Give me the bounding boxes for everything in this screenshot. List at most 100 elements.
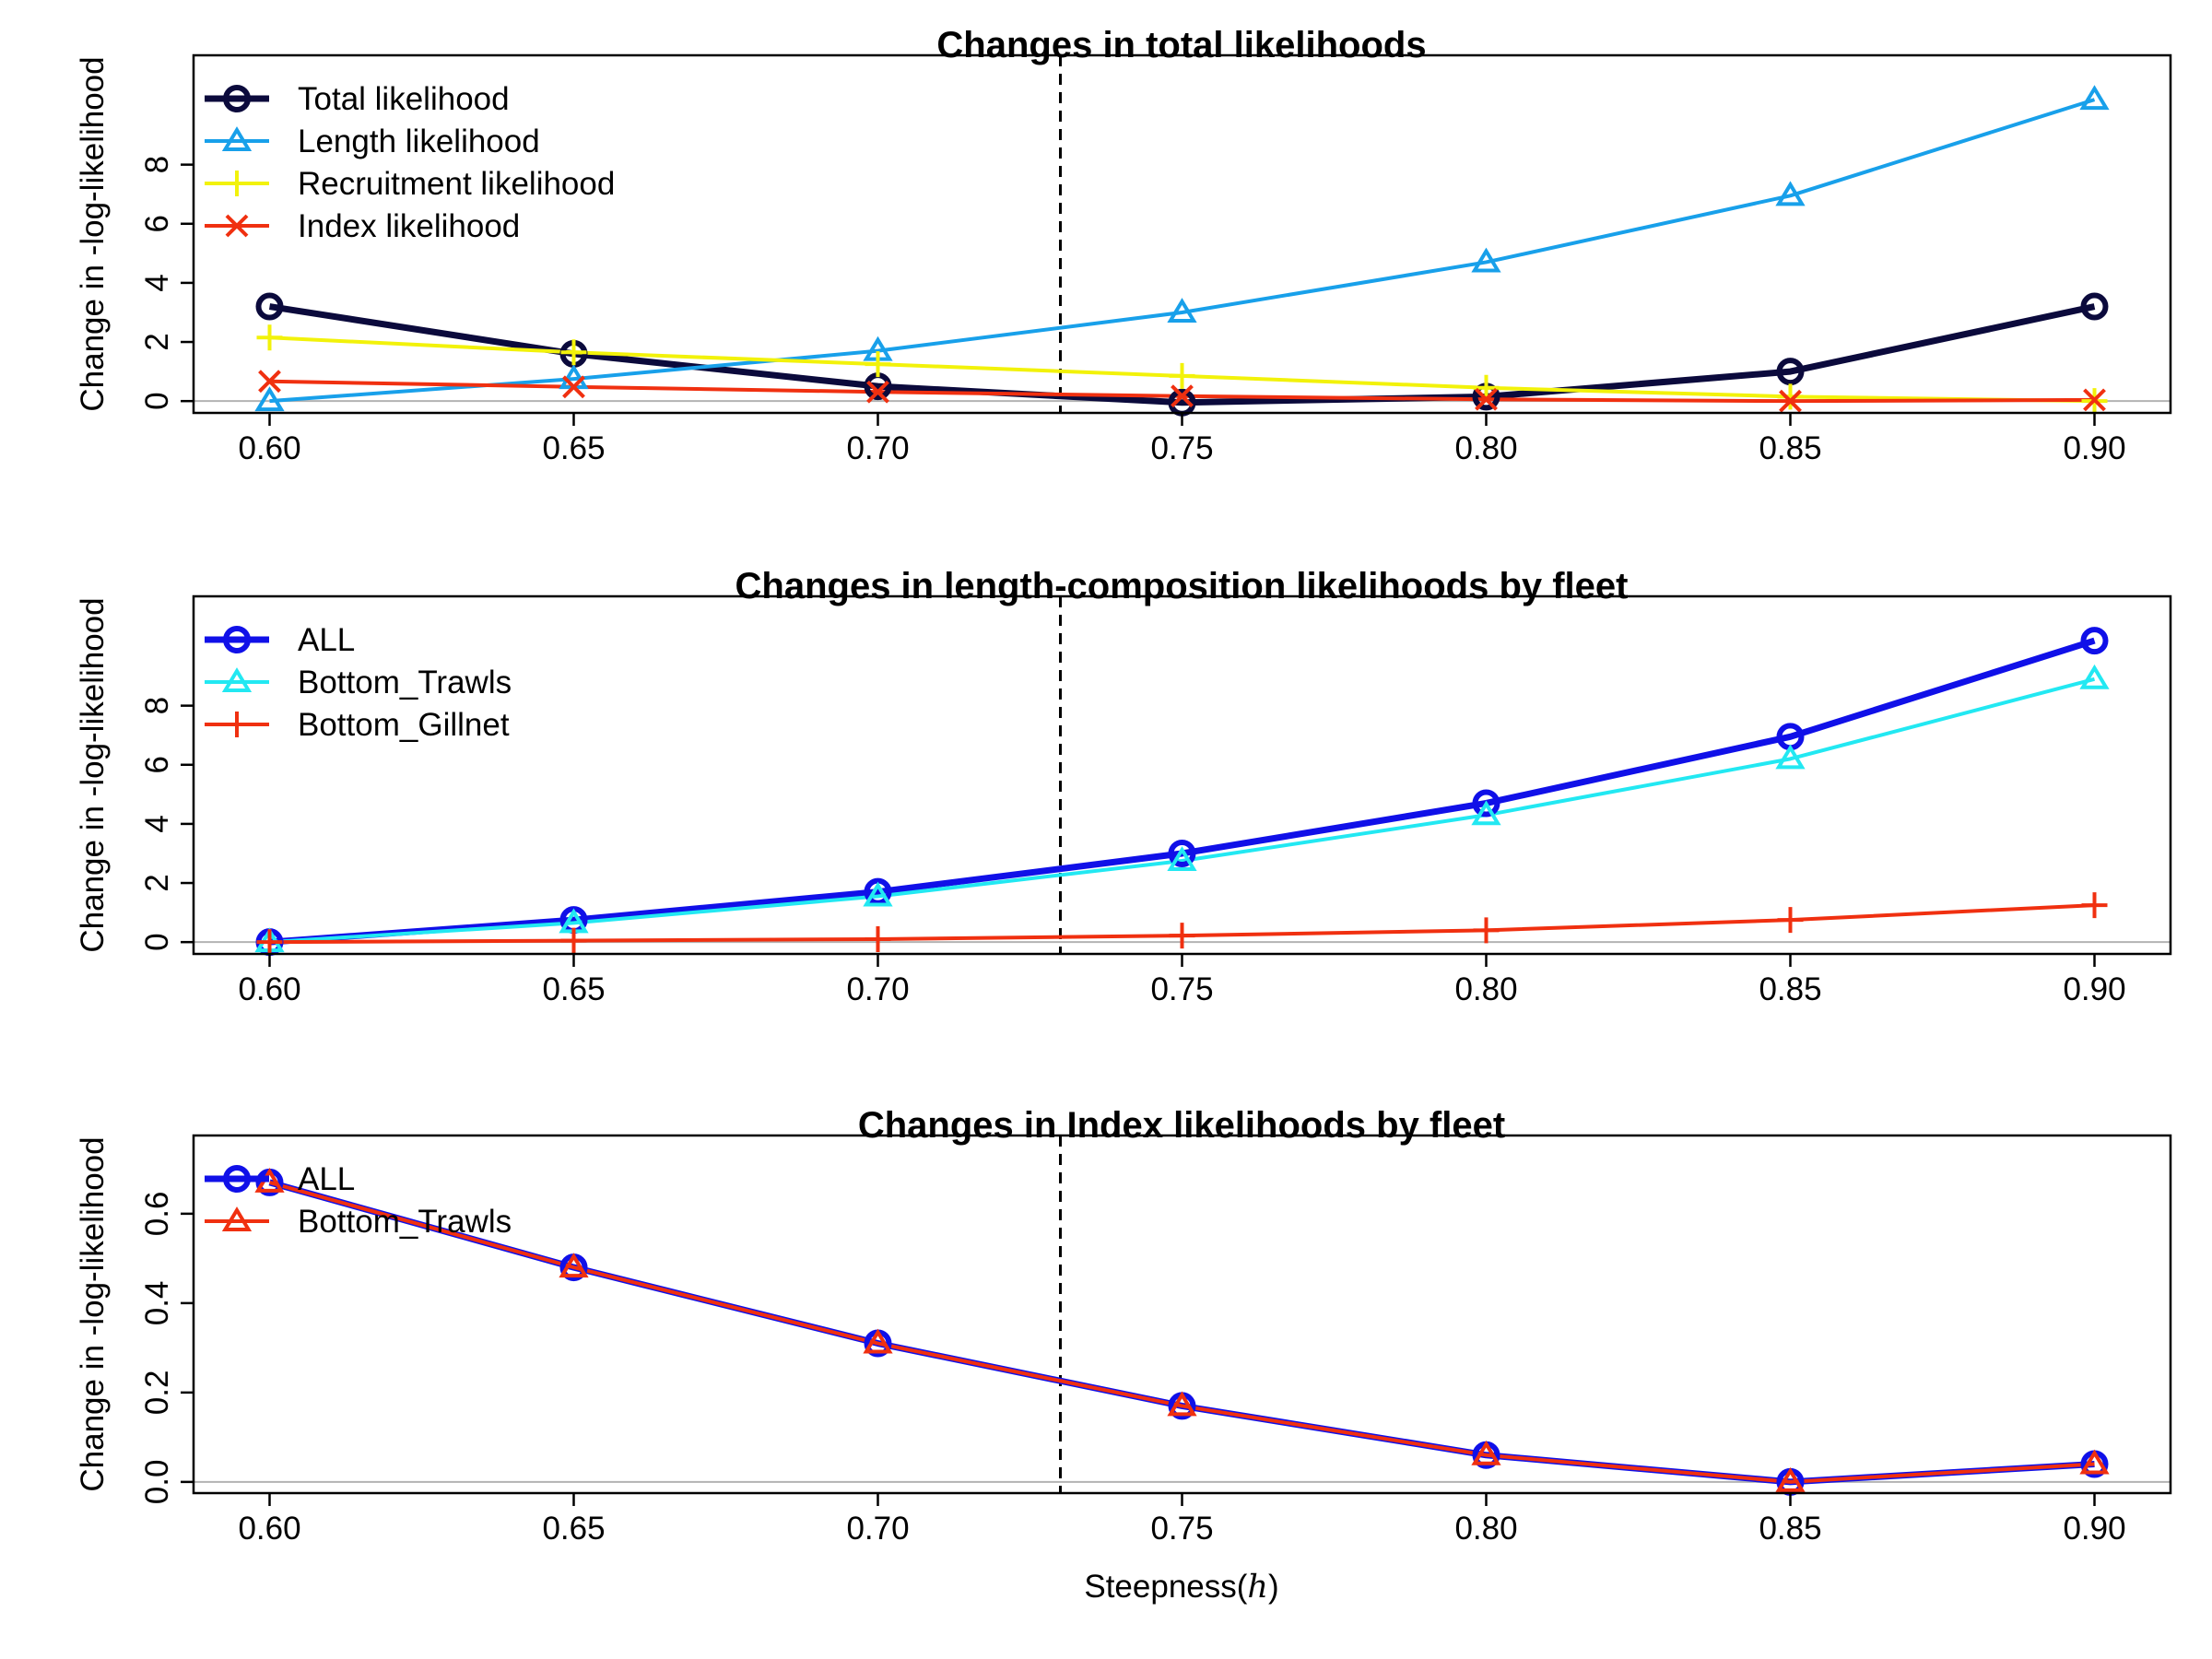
x-tick-label: 0.85 <box>1759 1511 1821 1547</box>
data-point <box>1167 1391 1197 1417</box>
x-axis-label-prefix: Steepness <box>1084 1569 1236 1605</box>
legend-marker <box>221 1206 253 1231</box>
data-point <box>1168 839 1196 867</box>
legend-marker <box>224 712 250 737</box>
series-line-1 <box>268 1179 2095 1486</box>
series-markers-2 <box>254 664 2110 953</box>
panel-title: Changes in Index likelihoods by fleet <box>858 1105 1505 1146</box>
data-point <box>863 1328 893 1354</box>
data-point <box>2079 85 2110 111</box>
x-tick-label: 0.75 <box>1150 971 1213 1007</box>
data-point <box>254 386 285 412</box>
x-axis-label-symbol: h <box>1247 1569 1268 1606</box>
legend: Total likelihood Length likelihood Recruit… <box>205 81 615 244</box>
y-tick-label: 0.4 <box>139 1281 175 1326</box>
data-point <box>1776 358 1805 386</box>
series-line-1 <box>269 637 2096 946</box>
legend-item-3: Bottom_Gillnet <box>205 707 510 743</box>
legend-item-1: Total likelihood <box>205 81 510 117</box>
y-tick-label: 6 <box>139 215 175 232</box>
series-markers-3 <box>256 892 2108 956</box>
legend-label: Recruitment likelihood <box>298 166 615 202</box>
legend-marker <box>225 214 249 238</box>
legend: ALL Bottom_Trawls <box>205 1161 512 1240</box>
x-tick-label: 0.65 <box>542 971 605 1007</box>
data-point <box>1169 923 1195 949</box>
x-tick-label: 0.70 <box>846 971 909 1007</box>
legend-item-2: Bottom_Trawls <box>205 665 512 700</box>
y-tick-label: 8 <box>139 156 175 173</box>
plot-frame <box>192 1134 2172 1495</box>
legend-label: Total likelihood <box>298 81 510 117</box>
legend-label: ALL <box>298 622 355 658</box>
data-point <box>1475 387 1498 411</box>
series-markers-3 <box>256 324 2108 415</box>
x-tick-label: 0.80 <box>1454 971 1517 1007</box>
y-tick-label: 0 <box>139 392 175 409</box>
x-tick-label: 0.60 <box>238 1511 300 1547</box>
x-tick-label: 0.85 <box>1759 971 1821 1007</box>
legend-label: Index likelihood <box>298 208 520 244</box>
y-axis-label: Change in -log-likelihood <box>75 56 111 411</box>
legend-item-1: ALL <box>205 1161 355 1197</box>
x-tick-label: 0.75 <box>1150 430 1213 466</box>
panel-title: Changes in total likelihoods <box>936 25 1426 65</box>
data-point <box>560 927 587 954</box>
y-tick-label: 2 <box>139 333 175 350</box>
series-line-2 <box>269 677 2096 945</box>
data-point <box>562 375 585 399</box>
x-tick-label: 0.65 <box>542 430 605 466</box>
data-point <box>560 339 587 366</box>
legend-marker <box>223 85 251 112</box>
legend-marker <box>223 626 251 653</box>
series-markers-1 <box>255 1168 2109 1496</box>
y-axis-label: Change in -log-likelihood <box>75 597 111 952</box>
x-tick-label: 0.70 <box>846 430 909 466</box>
y-tick-label: 2 <box>139 874 175 891</box>
legend-item-2: Length likelihood <box>205 124 540 159</box>
data-point <box>863 881 893 907</box>
data-point <box>2083 388 2106 412</box>
data-point <box>1779 389 1802 413</box>
data-point <box>559 1253 589 1278</box>
data-point <box>1777 907 1804 934</box>
series-markers-1 <box>255 292 2109 417</box>
y-tick-label: 6 <box>139 756 175 773</box>
panel-title: Changes in length-composition likelihood… <box>735 566 1629 606</box>
data-point <box>1775 1466 1806 1492</box>
data-point <box>1472 789 1500 818</box>
data-point <box>2080 627 2109 655</box>
data-point <box>256 324 283 351</box>
x-tick-label: 0.90 <box>2063 430 2125 466</box>
data-point <box>1775 744 1806 770</box>
data-point <box>1471 800 1501 826</box>
data-point <box>865 351 891 378</box>
legend-marker <box>223 1165 251 1193</box>
y-tick-label: 0.6 <box>139 1192 175 1237</box>
plot-frame <box>192 594 2172 956</box>
series-line-2 <box>268 1180 2095 1484</box>
series-group <box>254 1168 2110 1496</box>
legend-label: Length likelihood <box>298 124 540 159</box>
data-point <box>2080 292 2109 321</box>
y-tick-label: 0.0 <box>139 1460 175 1505</box>
legend-marker <box>221 126 253 151</box>
y-tick-label: 8 <box>139 697 175 714</box>
data-point <box>2079 1449 2110 1475</box>
legend-marker <box>221 667 253 692</box>
data-point <box>2081 892 2108 919</box>
x-tick-label: 0.65 <box>542 1511 605 1547</box>
y-tick-label: 0 <box>139 933 175 950</box>
data-point <box>1171 384 1194 408</box>
y-tick-label: 0.2 <box>139 1371 175 1416</box>
legend: ALL Bottom_Trawls Bottom_Gillnet <box>205 622 512 743</box>
x-tick-label: 0.90 <box>2063 971 2125 1007</box>
legend-label: Bottom_Trawls <box>298 1204 512 1240</box>
panel-2: Changes in length-composition likelihood… <box>75 566 2172 1007</box>
data-point <box>1167 298 1197 323</box>
x-tick-label: 0.80 <box>1454 1511 1517 1547</box>
legend-item-4: Index likelihood <box>205 208 520 244</box>
x-tick-label: 0.60 <box>238 430 300 466</box>
legend-item-1: ALL <box>205 622 355 658</box>
